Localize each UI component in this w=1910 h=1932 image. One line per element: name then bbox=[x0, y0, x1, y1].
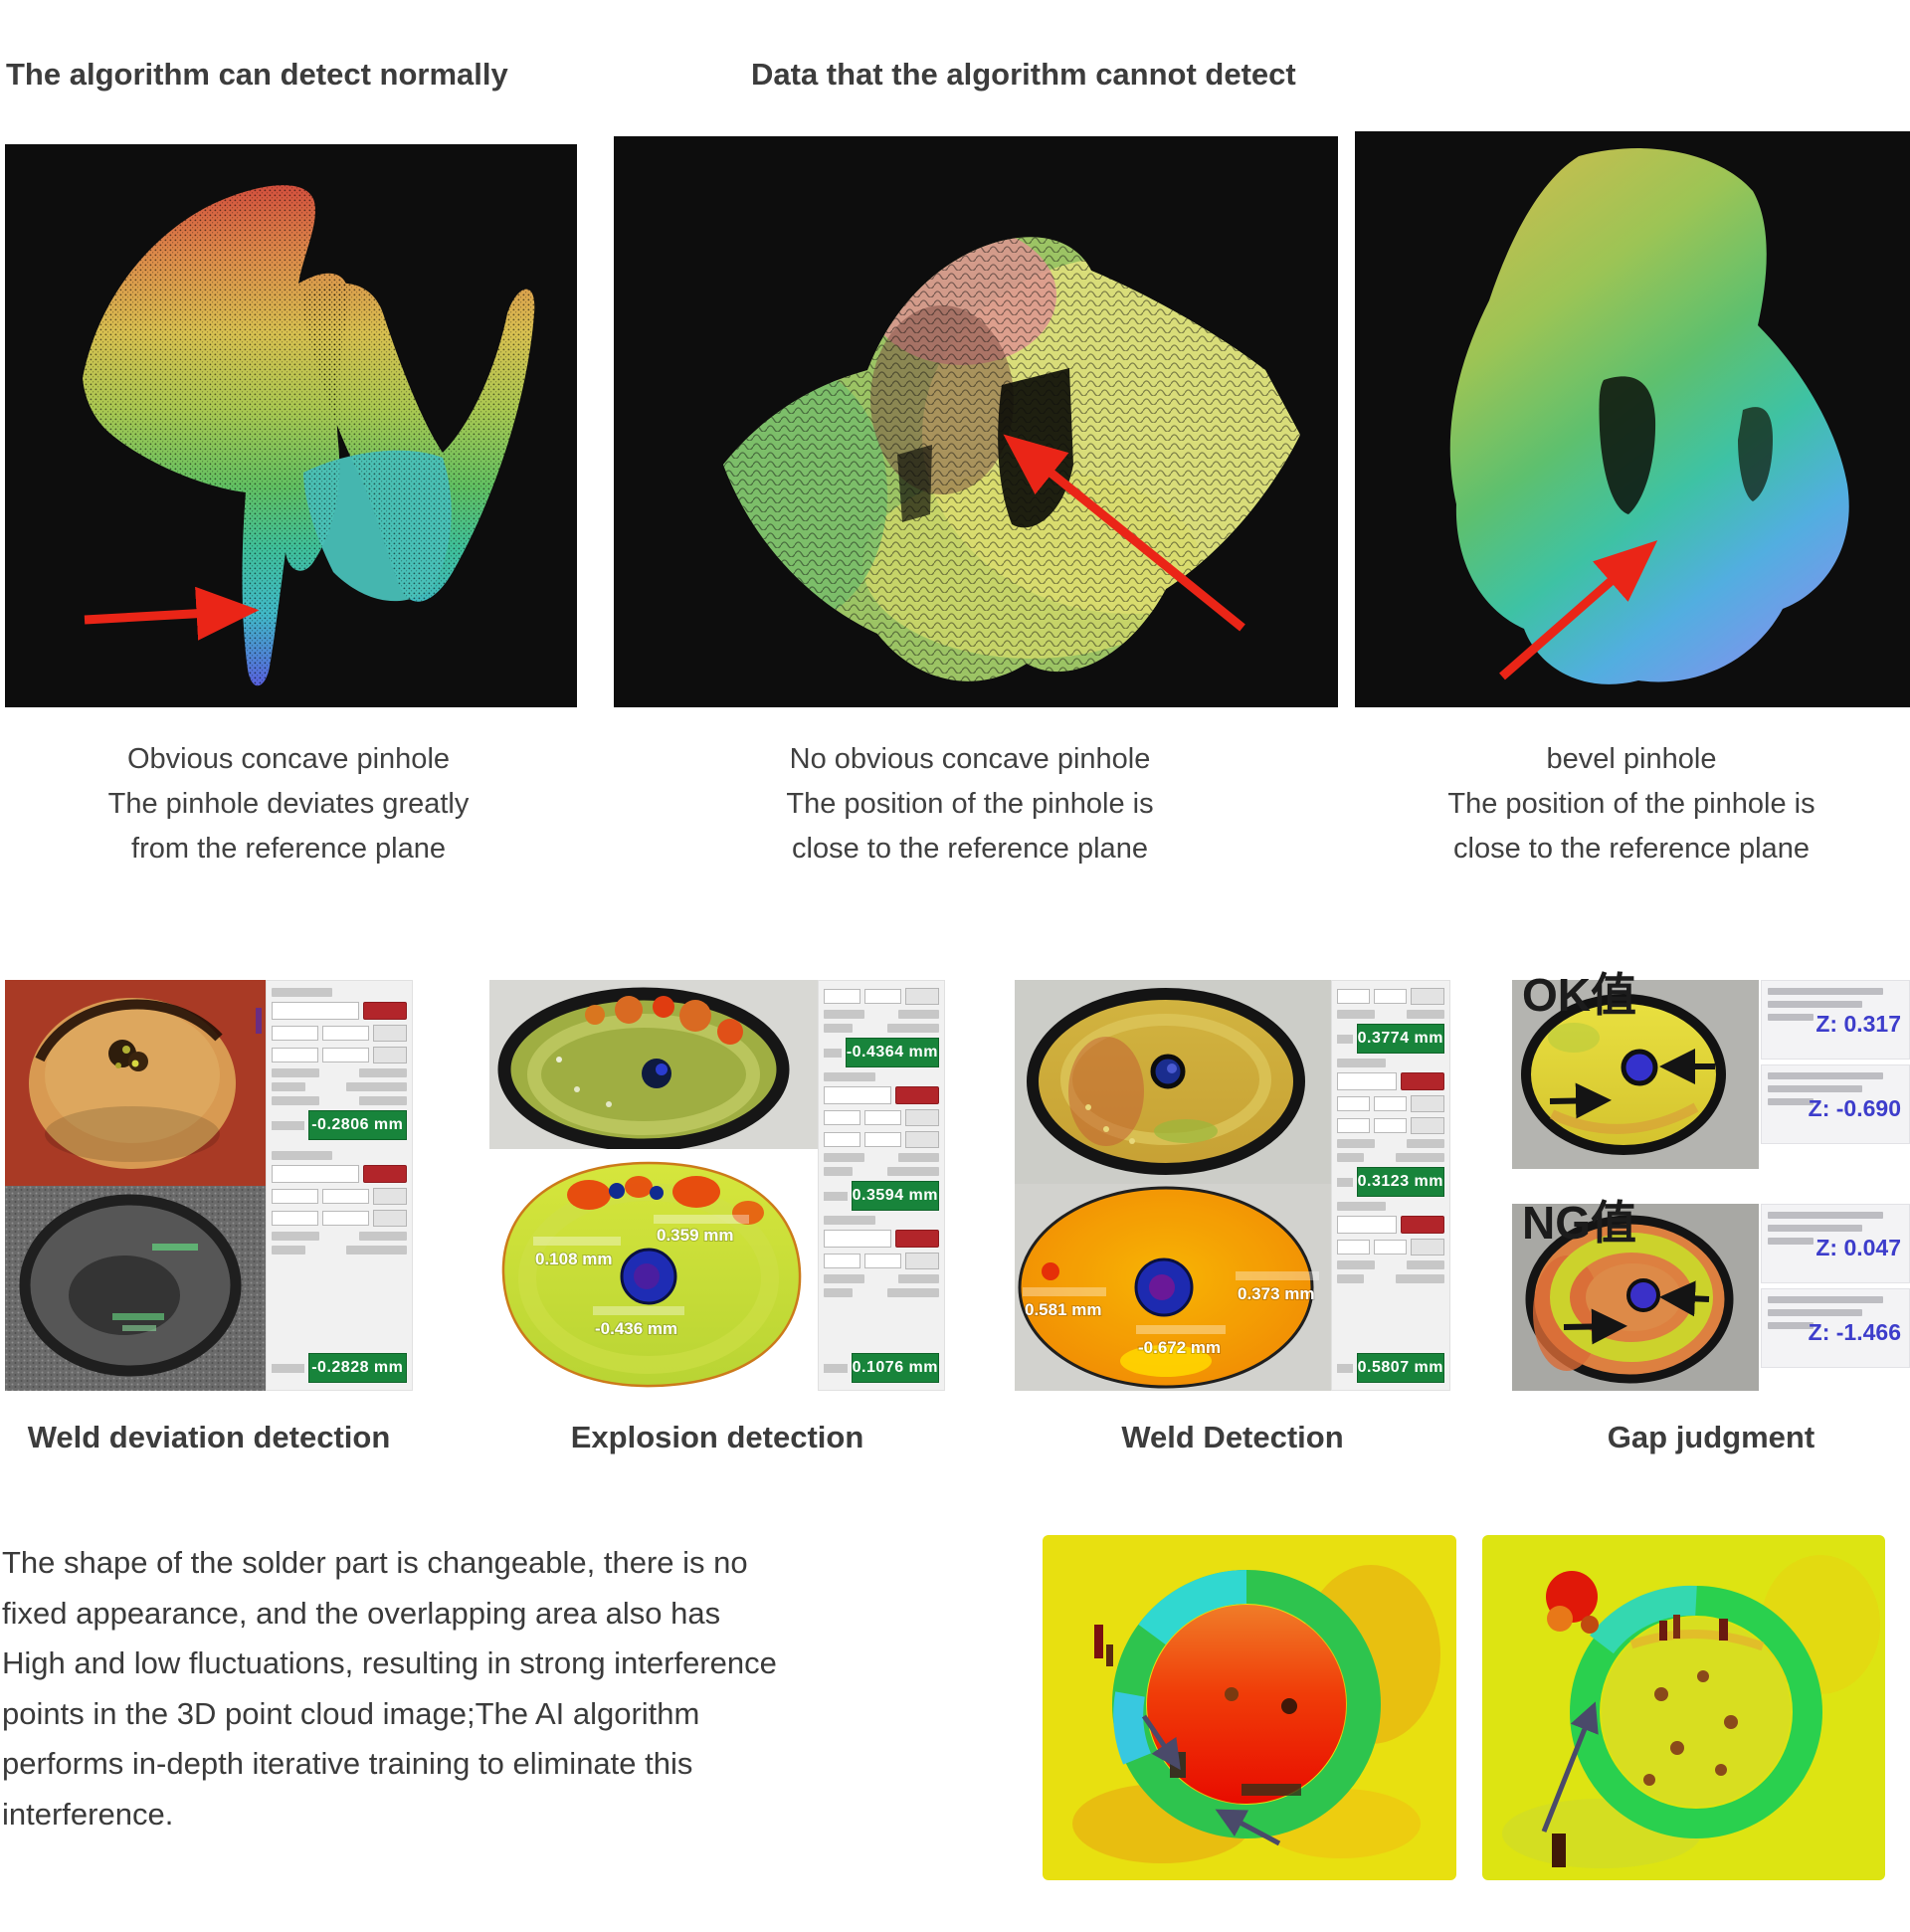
height-measure-annotation: 0.108 mm bbox=[535, 1250, 613, 1268]
header-left-title: The algorithm can detect normally bbox=[6, 57, 508, 92]
weld-photo-color bbox=[5, 980, 266, 1186]
weld-photo-gray bbox=[5, 1186, 266, 1391]
result-value-badge: 0.3594 mm bbox=[851, 1181, 939, 1211]
panel-gap-judgment: OK值 bbox=[1512, 972, 1910, 1391]
red-arrow-icon bbox=[1003, 434, 1245, 632]
caption-line: The position of the pinhole is bbox=[1447, 788, 1815, 820]
paragraph-line: The shape of the solder part is changeab… bbox=[2, 1545, 748, 1580]
gray-button[interactable] bbox=[373, 1025, 407, 1042]
caption-line: The position of the pinhole is bbox=[786, 788, 1154, 820]
ring-heatmap-red-image bbox=[1043, 1535, 1456, 1880]
pointcloud-figure-bevel bbox=[1355, 131, 1910, 707]
height-measure-annotation: -0.672 mm bbox=[1138, 1338, 1221, 1357]
red-arrow-icon bbox=[84, 586, 260, 641]
pointcloud-3-image bbox=[1355, 131, 1910, 707]
gray-button[interactable] bbox=[905, 988, 939, 1005]
red-action-button[interactable] bbox=[895, 1230, 939, 1248]
panel-weld-detection: 0.581 mm 0.373 mm -0.672 mm 0.3774 mm 0.… bbox=[1015, 980, 1450, 1391]
caption-line: The pinhole deviates greatly bbox=[107, 788, 470, 820]
red-action-button[interactable] bbox=[363, 1165, 407, 1183]
caption-line: from the reference plane bbox=[131, 833, 446, 865]
label-gap-judgment: Gap judgment bbox=[1607, 1420, 1815, 1454]
caption-concave: Obvious concave pinhole The pinhole devi… bbox=[40, 737, 537, 871]
caption-line: Obvious concave pinhole bbox=[126, 743, 451, 775]
weld-heatmap-orange: 0.581 mm 0.373 mm -0.672 mm bbox=[1015, 1184, 1331, 1391]
gray-button[interactable] bbox=[1411, 1117, 1444, 1134]
pointcloud-figure-concave bbox=[5, 144, 577, 707]
z-value: Z: 0.317 bbox=[1815, 1011, 1901, 1037]
red-arrow-icon bbox=[1499, 540, 1658, 680]
weld-photo-gold bbox=[1015, 980, 1331, 1184]
gray-button[interactable] bbox=[1411, 988, 1444, 1005]
label-weld-deviation: Weld deviation detection bbox=[27, 1420, 391, 1454]
paragraph-line: interference. bbox=[2, 1796, 174, 1832]
measure-sidebar: 0.3774 mm 0.3123 mm 0.5807 mm bbox=[1331, 980, 1450, 1391]
pointcloud-1-image bbox=[5, 144, 577, 707]
gap-ng-card: NG值 bbox=[1512, 1200, 1910, 1391]
measure-sidebar: -0.4364 mm 0.3594 mm 0.1076 mm bbox=[818, 980, 945, 1391]
result-value-badge: 0.3774 mm bbox=[1356, 1024, 1444, 1054]
red-action-button[interactable] bbox=[1401, 1216, 1444, 1234]
bottom-paragraph: The shape of the solder part is changeab… bbox=[2, 1538, 1037, 1839]
z-measure-card: Z: -0.690 bbox=[1761, 1064, 1910, 1144]
result-value-badge: -0.4364 mm bbox=[845, 1038, 939, 1067]
gap-ng-photo bbox=[1512, 1204, 1759, 1391]
gap-ok-photo bbox=[1512, 980, 1759, 1169]
panel-explosion: 0.108 mm 0.359 mm -0.436 mm -0.4364 mm 0… bbox=[489, 980, 945, 1391]
result-value-badge: 0.5807 mm bbox=[1356, 1353, 1444, 1383]
z-measure-card: Z: -1.466 bbox=[1761, 1288, 1910, 1368]
z-value: Z: -1.466 bbox=[1808, 1319, 1901, 1345]
paragraph-line: points in the 3D point cloud image;The A… bbox=[2, 1695, 700, 1731]
caption-line: No obvious concave pinhole bbox=[789, 743, 1151, 775]
gray-button[interactable] bbox=[905, 1253, 939, 1269]
ring-heatmap-yellow-image bbox=[1482, 1535, 1885, 1880]
red-action-button[interactable] bbox=[363, 1002, 407, 1020]
height-measure-annotation: 0.359 mm bbox=[657, 1226, 734, 1245]
pointcloud-figure-no-concave bbox=[614, 136, 1338, 707]
result-value-badge: 0.1076 mm bbox=[851, 1353, 939, 1383]
height-measure-annotation: -0.436 mm bbox=[595, 1319, 677, 1338]
result-value-badge: -0.2806 mm bbox=[307, 1110, 407, 1140]
gap-ok-card: OK值 bbox=[1512, 972, 1910, 1169]
gray-button[interactable] bbox=[373, 1210, 407, 1227]
explosion-photo-top bbox=[489, 980, 818, 1149]
height-measure-annotation: 0.581 mm bbox=[1025, 1300, 1102, 1319]
label-explosion: Explosion detection bbox=[570, 1420, 864, 1454]
gray-button[interactable] bbox=[905, 1109, 939, 1126]
result-value-badge: -0.2828 mm bbox=[307, 1353, 407, 1383]
gray-button[interactable] bbox=[905, 1131, 939, 1148]
header-right-title: Data that the algorithm cannot detect bbox=[751, 57, 1296, 92]
explosion-heatmap: 0.108 mm 0.359 mm -0.436 mm bbox=[501, 1161, 802, 1388]
red-action-button[interactable] bbox=[895, 1086, 939, 1104]
gray-button[interactable] bbox=[373, 1047, 407, 1063]
gray-button[interactable] bbox=[373, 1188, 407, 1205]
caption-line: bevel pinhole bbox=[1546, 743, 1717, 775]
ring-heatmap-yellow bbox=[1482, 1535, 1885, 1880]
gray-button[interactable] bbox=[1411, 1095, 1444, 1112]
ok-value-label: OK值 bbox=[1522, 969, 1636, 1021]
measure-sidebar: -0.2806 mm -0.2828 mm bbox=[266, 980, 413, 1391]
label-weld-detection: Weld Detection bbox=[1121, 1420, 1344, 1454]
caption-bevel: bevel pinhole The position of the pinhol… bbox=[1353, 737, 1910, 871]
caption-line: close to the reference plane bbox=[792, 833, 1148, 865]
paragraph-line: performs in-depth iterative training to … bbox=[2, 1746, 693, 1781]
height-measure-annotation: 0.373 mm bbox=[1238, 1284, 1315, 1303]
z-measure-card: Z: 0.047 bbox=[1761, 1204, 1910, 1283]
caption-line: close to the reference plane bbox=[1453, 833, 1810, 865]
gray-button[interactable] bbox=[1411, 1239, 1444, 1256]
panel-weld-deviation: -0.2806 mm -0.2828 mm bbox=[5, 980, 413, 1391]
ring-heatmap-red bbox=[1043, 1535, 1456, 1880]
ng-value-label: NG值 bbox=[1522, 1197, 1636, 1249]
pointcloud-2-image bbox=[614, 136, 1338, 707]
paragraph-line: fixed appearance, and the overlapping ar… bbox=[2, 1595, 721, 1631]
red-action-button[interactable] bbox=[1401, 1072, 1444, 1090]
result-value-badge: 0.3123 mm bbox=[1356, 1167, 1444, 1197]
z-value: Z: -0.690 bbox=[1808, 1095, 1901, 1121]
caption-no-concave: No obvious concave pinhole The position … bbox=[686, 737, 1253, 871]
z-value: Z: 0.047 bbox=[1815, 1235, 1901, 1260]
paragraph-line: High and low fluctuations, resulting in … bbox=[2, 1645, 777, 1680]
z-measure-card: Z: 0.317 bbox=[1761, 980, 1910, 1060]
